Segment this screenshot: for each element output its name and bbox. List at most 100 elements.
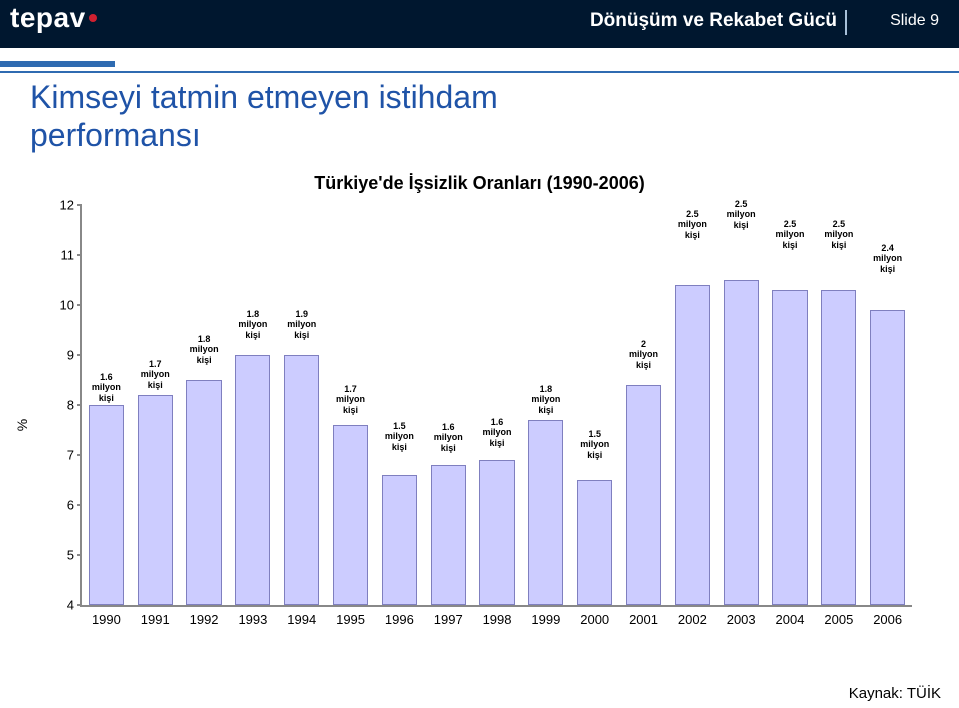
y-tick-label: 12 [52,198,74,213]
chart-bar-label: 1.6milyonkişi [468,417,527,448]
y-tick [77,454,82,456]
y-tick [77,304,82,306]
chart-bar-column: 1.5milyonkişi1996 [375,205,424,605]
chart-bar-label: 1.6milyonkişi [419,422,478,453]
y-tick-label: 9 [52,348,74,363]
x-tick-label: 1999 [521,612,570,627]
chart-bar [626,385,661,605]
chart-bar [138,395,173,605]
y-tick-label: 8 [52,398,74,413]
chart-bar-label: 2.5milyonkişi [712,199,771,230]
header-separator [845,10,847,35]
slide-body: Kimseyi tatmin etmeyen istihdam performa… [0,73,959,194]
x-tick-label: 1990 [82,612,131,627]
y-tick [77,354,82,356]
header-title: Dönüşüm ve Rekabet Gücü [590,10,837,32]
chart-bar-column: 1.6milyonkişi1990 [82,205,131,605]
chart-bar-label: 1.9milyonkişi [272,309,331,340]
chart-bar-column: 2.5milyonkişi2004 [766,205,815,605]
chart-bar-label: 2.4milyonkişi [858,243,917,274]
chart-bar-label: 2.5milyonkişi [810,219,869,250]
chart-bar-label: 1.7milyonkişi [321,384,380,415]
logo-dot-icon [89,14,97,22]
x-tick-label: 1992 [180,612,229,627]
y-tick [77,504,82,506]
chart-bar-column: 2.5milyonkişi2005 [814,205,863,605]
chart-bar-label: 2.5milyonkişi [761,219,820,250]
chart-bar-column: 1.6milyonkişi1997 [424,205,473,605]
x-tick-label: 1998 [473,612,522,627]
chart-bar-label: 2.5milyonkişi [663,209,722,240]
chart-bar-column: 1.8milyonkişi1992 [180,205,229,605]
slide-title: Kimseyi tatmin etmeyen istihdam performa… [30,79,929,155]
y-tick-label: 4 [52,598,74,613]
x-tick-label: 2006 [863,612,912,627]
chart-bar-column: 2milyonkişi2001 [619,205,668,605]
header-band: tepav Dönüşüm ve Rekabet Gücü Slide 9 [0,0,959,48]
chart-bar [724,280,759,605]
chart-bar-label: 2milyonkişi [614,339,673,370]
y-tick [77,254,82,256]
x-tick-label: 1994 [277,612,326,627]
chart-bar-column: 2.5milyonkişi2002 [668,205,717,605]
chart-bar [479,460,514,605]
y-tick [77,604,82,606]
chart-bar [772,290,807,605]
y-tick-label: 7 [52,448,74,463]
chart-bar-column: 1.9milyonkişi1994 [277,205,326,605]
chart-title: Türkiye'de İşsizlik Oranları (1990-2006) [30,173,929,194]
source-label: Kaynak: TÜİK [849,685,941,702]
chart-bar [382,475,417,605]
chart-bar-column: 1.8milyonkişi1999 [521,205,570,605]
y-tick-label: 10 [52,298,74,313]
x-tick-label: 1991 [131,612,180,627]
chart-bar [89,405,124,605]
chart-bar [870,310,905,605]
chart-bar [431,465,466,605]
x-tick-label: 1993 [228,612,277,627]
chart-plot-area: 1.6milyonkişi19901.7milyonkişi19911.8mil… [80,205,912,607]
chart-bar-column: 2.5milyonkişi2003 [717,205,766,605]
chart-bar-column: 1.7milyonkişi1991 [131,205,180,605]
chart-bar [577,480,612,605]
x-tick-label: 1996 [375,612,424,627]
x-tick-label: 1995 [326,612,375,627]
chart-bar-label: 1.7milyonkişi [126,359,185,390]
chart-bar-label: 1.8milyonkişi [224,309,283,340]
y-tick [77,204,82,206]
slide-title-line1: Kimseyi tatmin etmeyen istihdam [30,79,498,115]
logo: tepav [10,2,97,34]
accent-bar [0,61,115,67]
y-tick-label: 11 [52,248,74,263]
x-tick-label: 2003 [717,612,766,627]
slide-title-line2: performansı [30,117,201,153]
chart-bar [333,425,368,605]
chart-bar-column: 1.6milyonkişi1998 [473,205,522,605]
slide-number: Slide 9 [890,12,939,30]
x-tick-label: 2005 [814,612,863,627]
x-tick-label: 2004 [766,612,815,627]
chart-bar-column: 1.7milyonkişi1995 [326,205,375,605]
chart-bar-label: 1.8milyonkişi [175,334,234,365]
chart-bar [186,380,221,605]
chart-bar-column: 1.5milyonkişi2000 [570,205,619,605]
chart-bar-column: 2.4milyonkişi2006 [863,205,912,605]
chart-bars: 1.6milyonkişi19901.7milyonkişi19911.8mil… [82,205,912,605]
chart-bar [528,420,563,605]
x-tick-label: 2000 [570,612,619,627]
chart-bar [821,290,856,605]
chart-bar-label: 1.8milyonkişi [517,384,576,415]
chart: % 1.6milyonkişi19901.7milyonkişi19911.8m… [40,205,920,645]
x-tick-label: 1997 [424,612,473,627]
chart-ylabel: % [14,419,30,431]
y-tick [77,404,82,406]
chart-bar-label: 1.5milyonkişi [370,421,429,452]
chart-bar [284,355,319,605]
chart-bar-column: 1.8milyonkişi1993 [228,205,277,605]
chart-bar-label: 1.6milyonkişi [77,372,136,403]
x-tick-label: 2002 [668,612,717,627]
x-tick-label: 2001 [619,612,668,627]
y-tick-label: 5 [52,548,74,563]
chart-bar [235,355,270,605]
logo-text: tepav [10,2,86,33]
